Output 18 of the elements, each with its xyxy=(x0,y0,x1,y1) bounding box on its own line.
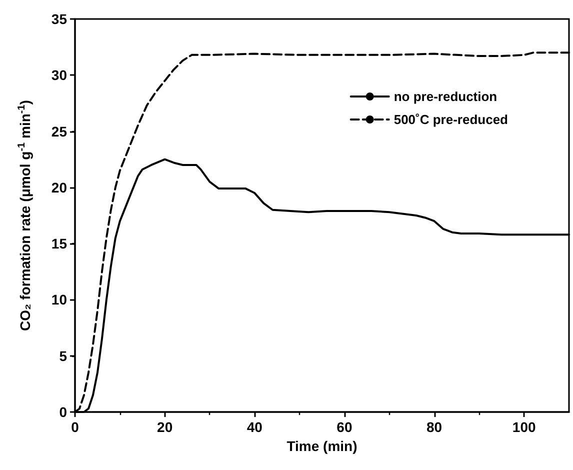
y-tick-label: 20 xyxy=(51,179,68,196)
y-tick-label: 15 xyxy=(51,236,68,252)
x-tick-label: 100 xyxy=(512,419,536,435)
x-tick-label: 0 xyxy=(71,419,80,435)
y-tick-label: 25 xyxy=(51,123,68,140)
x-tick-label: 20 xyxy=(157,419,173,435)
legend-label: 500˚C pre-reduced xyxy=(394,112,508,127)
y-tick-label: 0 xyxy=(59,404,68,420)
y-tick-label: 5 xyxy=(59,348,68,364)
y-tick-label: 10 xyxy=(51,292,68,308)
y-axis-title: CO₂ formation rate (μmol g-1 min-1) xyxy=(16,100,33,331)
y-tick-label: 35 xyxy=(51,11,68,27)
legend-label: no pre-reduction xyxy=(394,89,498,104)
x-tick-label: 40 xyxy=(246,419,263,435)
x-tick-label: 80 xyxy=(426,419,442,435)
x-axis-title: Time (min) xyxy=(286,438,358,454)
x-tick-label: 60 xyxy=(336,419,352,435)
y-tick-label: 30 xyxy=(51,67,68,84)
